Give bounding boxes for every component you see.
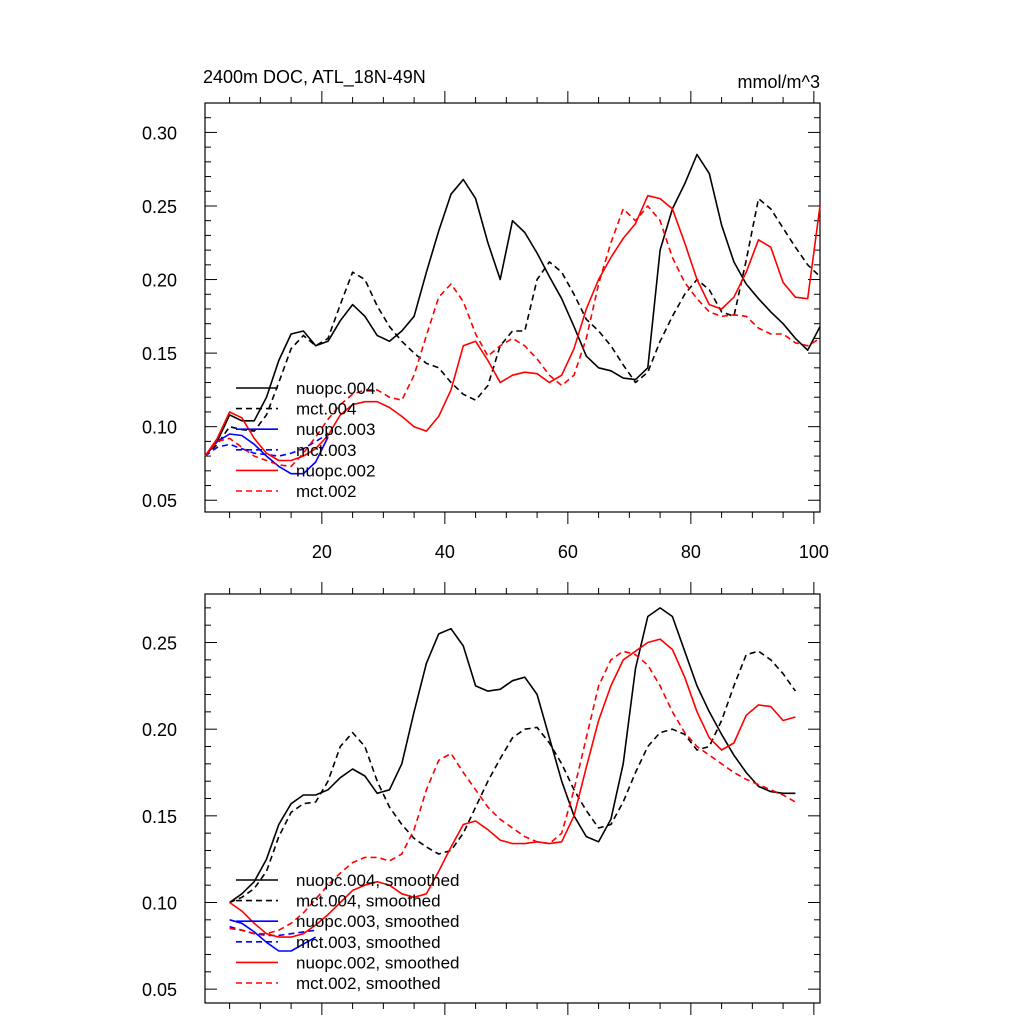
x-tick-label: 40 xyxy=(435,542,455,562)
y-tick-label: 0.20 xyxy=(142,271,177,291)
y-tick-label: 0.15 xyxy=(142,807,177,827)
series-line-mct-002 xyxy=(204,205,821,468)
legend-label: nuopc.004 xyxy=(296,379,375,398)
legend-label: nuopc.002, smoothed xyxy=(296,953,460,972)
y-tick-label: 0.30 xyxy=(142,123,177,143)
legend-label: mct.003 xyxy=(296,441,356,460)
legend-label: nuopc.003 xyxy=(296,420,375,439)
legend-label: mct.004 xyxy=(296,400,356,419)
legend-label: nuopc.004, smoothed xyxy=(296,871,460,890)
y-tick-label: 0.20 xyxy=(142,720,177,740)
x-tick-label: 20 xyxy=(312,542,332,562)
legend-label: nuopc.002 xyxy=(296,461,375,480)
series-line-nuopc-002 xyxy=(204,194,821,462)
plot-frame xyxy=(204,102,821,513)
y-tick-label: 0.15 xyxy=(142,344,177,364)
x-tick-label: 60 xyxy=(558,542,578,562)
legend-label: mct.002 xyxy=(296,482,356,501)
series-line-mct-004-smoothed xyxy=(229,650,797,904)
series-line-mct-003 xyxy=(204,433,329,457)
top-panel: 2400m DOC, ATL_18N-49N mmol/m^3 0.05 0.10… xyxy=(142,67,829,562)
y-tick-label: 0.05 xyxy=(142,980,177,1000)
series-line-nuopc-003-smoothed xyxy=(229,919,317,952)
y-tick-label: 0.25 xyxy=(142,197,177,217)
y-tick-label: 0.10 xyxy=(142,418,177,438)
legend-label: mct.004, smoothed xyxy=(296,892,441,911)
x-tick-label: 80 xyxy=(681,542,701,562)
legend-label: nuopc.003, smoothed xyxy=(296,912,460,931)
legend-label: mct.003, smoothed xyxy=(296,933,441,952)
chart-title: 2400m DOC, ATL_18N-49N xyxy=(203,67,426,88)
series-line-mct-002-smoothed xyxy=(229,650,796,935)
series-line-nuopc-004-smoothed xyxy=(229,607,796,904)
y-tick-label: 0.05 xyxy=(142,491,177,511)
y-tick-label: 0.10 xyxy=(142,893,177,913)
x-tick-label: 100 xyxy=(799,542,829,562)
series-line-nuopc-004 xyxy=(204,153,821,457)
legend-label: mct.002, smoothed xyxy=(296,974,441,993)
series-line-nuopc-003 xyxy=(204,433,329,475)
bottom-panel: 0.05 0.10 0.15 0.20 0.25 nuopc.004, smoothed m… xyxy=(142,582,821,1015)
units-label: mmol/m^3 xyxy=(738,72,820,92)
series-line-nuopc-002-smoothed xyxy=(229,638,796,938)
y-tick-label: 0.25 xyxy=(142,634,177,654)
